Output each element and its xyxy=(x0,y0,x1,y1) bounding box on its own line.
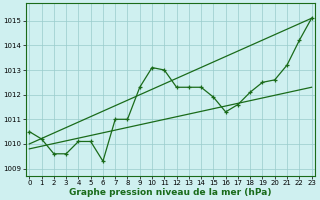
X-axis label: Graphe pression niveau de la mer (hPa): Graphe pression niveau de la mer (hPa) xyxy=(69,188,272,197)
